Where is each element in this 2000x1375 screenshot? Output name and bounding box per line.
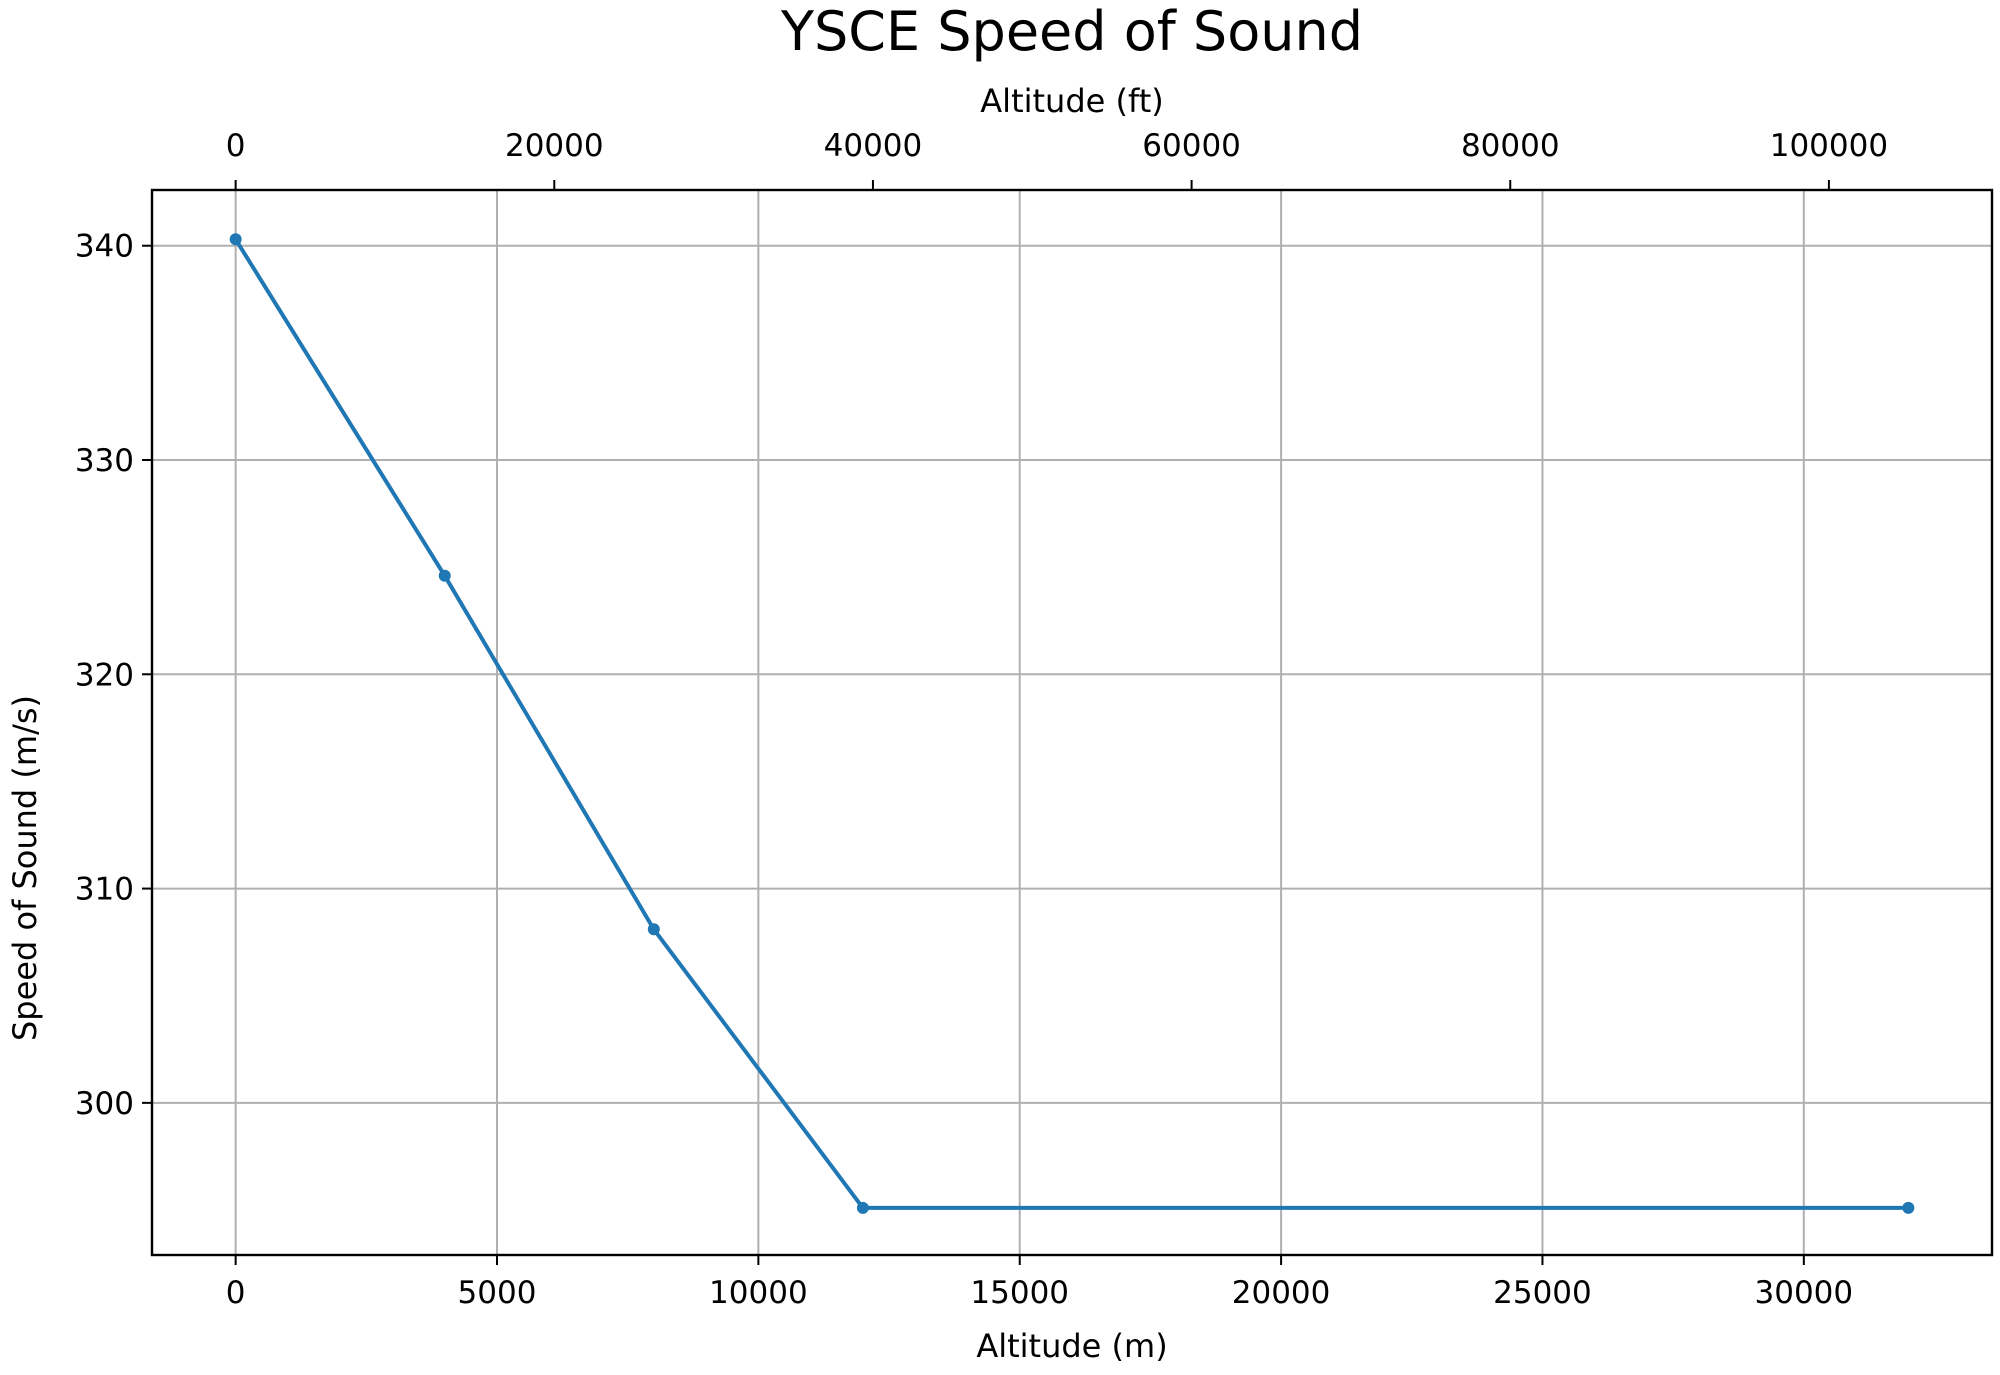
series-line	[233, 238, 1909, 1210]
grid	[152, 190, 1992, 1255]
data-point	[438, 569, 451, 582]
x-tick-label: 10000	[709, 1275, 808, 1311]
y-axis-label: Speed of Sound (m/s)	[6, 695, 44, 1041]
x2-tick-label: 0	[226, 128, 246, 164]
data-point	[647, 923, 660, 936]
x-tick-label: 5000	[458, 1275, 537, 1311]
x2-tick-label: 80000	[1461, 128, 1560, 164]
x-tick-label: 20000	[1232, 1275, 1331, 1311]
data-point	[229, 233, 242, 246]
y-tick-label: 310	[75, 872, 134, 908]
ticks: 0 5000 10000 15000 20000 25000 30000 0 20000 4000…	[75, 128, 1888, 1311]
y-tick-label: 300	[75, 1086, 134, 1122]
x-tick-label: 25000	[1493, 1275, 1592, 1311]
x2-axis-label: Altitude (ft)	[980, 82, 1163, 120]
x2-tick-label: 100000	[1770, 128, 1888, 164]
x2-tick-label: 40000	[824, 128, 923, 164]
x-tick-label: 15000	[970, 1275, 1069, 1311]
series	[229, 233, 1915, 1214]
x-tick-label: 30000	[1755, 1275, 1854, 1311]
plot-frame	[150, 188, 1994, 1257]
x2-tick-label: 20000	[505, 128, 604, 164]
x-tick-label: 0	[226, 1275, 246, 1311]
x-axis-label: Altitude (m)	[976, 1327, 1167, 1365]
chart-title: YSCE Speed of Sound	[780, 0, 1363, 63]
y-tick-label: 340	[75, 229, 134, 265]
y-tick-label: 330	[75, 443, 134, 479]
data-point	[1902, 1201, 1915, 1214]
x2-tick-label: 60000	[1142, 128, 1241, 164]
data-point	[856, 1201, 869, 1214]
y-tick-label: 320	[75, 657, 134, 693]
